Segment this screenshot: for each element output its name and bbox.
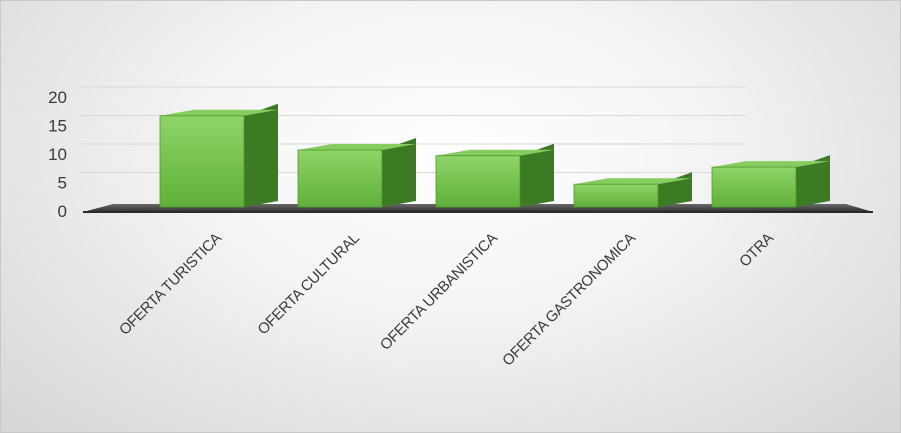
bar-side (244, 103, 278, 207)
bar-front (711, 166, 797, 208)
y-tick-label: 0 (58, 202, 67, 221)
bar-side (796, 155, 830, 207)
bar-front (573, 183, 659, 208)
bars (159, 103, 830, 208)
y-tick-label: 15 (48, 117, 67, 136)
y-tick-label: 10 (48, 145, 67, 164)
bar-top (160, 109, 278, 116)
x-tick-label: OFERTA GASTRONOMICA (499, 230, 639, 370)
bar-top (436, 149, 554, 156)
chart-floor (83, 204, 873, 213)
y-axis-ticks: 0 5 10 15 20 (48, 88, 67, 221)
bar-side (382, 138, 416, 207)
bar-oferta-cultural (297, 138, 416, 208)
bar-front (297, 149, 383, 208)
x-tick-label: OTRA (736, 230, 777, 271)
bar-oferta-urbanistica (435, 143, 554, 208)
x-axis-labels: OFERTA TURISTICA OFERTA CULTURAL OFERTA UR… (116, 230, 777, 370)
bar-top (298, 144, 416, 150)
bar-front (435, 155, 521, 208)
bar-top (574, 178, 692, 185)
bar-side (658, 172, 692, 207)
y-tick-label: 5 (58, 174, 67, 193)
bar-front (159, 115, 245, 208)
bar-top (712, 161, 830, 168)
floor-surface (83, 204, 873, 212)
bar-oferta-turistica (159, 103, 278, 208)
x-tick-label: OFERTA TURISTICA (116, 230, 225, 339)
x-tick-label: OFERTA CULTURAL (254, 230, 362, 338)
bar-oferta-gastronomica (573, 172, 692, 208)
x-tick-label: OFERTA URBANISTICA (377, 230, 501, 354)
bar-side (520, 143, 554, 207)
y-tick-label: 20 (48, 88, 67, 107)
bar-otra (711, 155, 830, 208)
